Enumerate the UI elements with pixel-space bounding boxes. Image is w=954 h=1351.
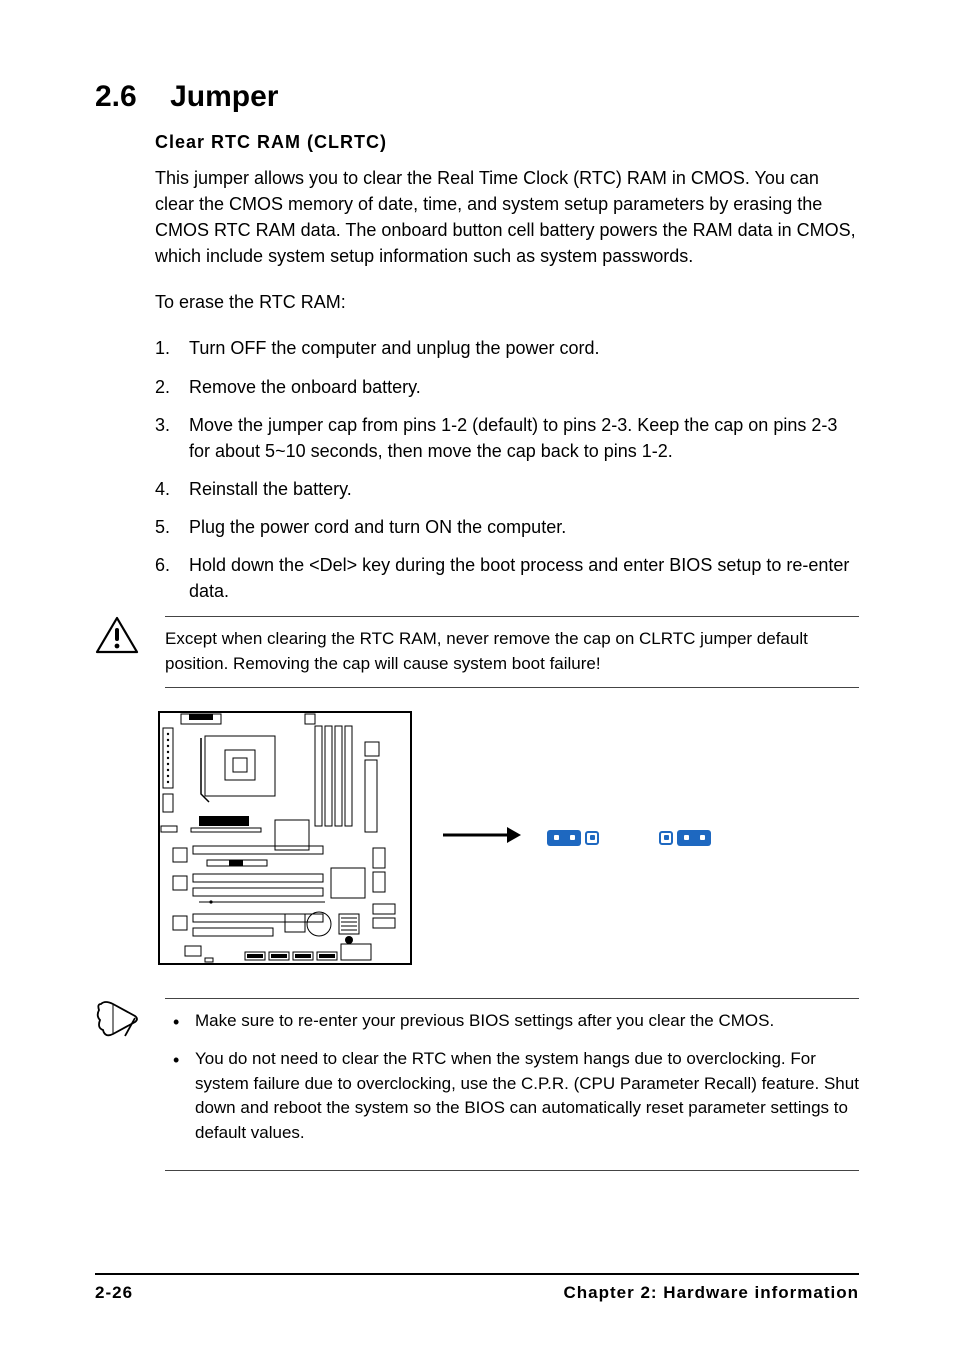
- steps-list: Turn OFF the computer and unplug the pow…: [155, 335, 859, 604]
- warning-callout: Except when clearing the RTC RAM, never …: [95, 616, 859, 687]
- note-item: You do not need to clear the RTC when th…: [165, 1047, 859, 1146]
- erase-lead: To erase the RTC RAM:: [155, 289, 859, 315]
- step-item: Move the jumper cap from pins 1-2 (defau…: [155, 412, 859, 464]
- motherboard-illustration: [155, 708, 415, 968]
- section-title-text: Jumper: [170, 80, 278, 113]
- section-heading: 2.6 Jumper: [95, 80, 859, 114]
- jumper-states: [547, 830, 711, 846]
- jumper-default: [547, 830, 599, 846]
- arrow-icon: [441, 823, 521, 852]
- step-item: Hold down the <Del> key during the boot …: [155, 552, 859, 604]
- page-footer: 2-26 Chapter 2: Hardware information: [95, 1273, 859, 1303]
- jumper-clear: [659, 830, 711, 846]
- warning-text: Except when clearing the RTC RAM, never …: [165, 616, 859, 687]
- jumper-subtitle: Clear RTC RAM (CLRTC): [155, 132, 859, 153]
- warning-icon: [95, 643, 139, 660]
- step-item: Plug the power cord and turn ON the comp…: [155, 514, 859, 540]
- note-icon: [95, 1027, 141, 1044]
- step-item: Remove the onboard battery.: [155, 374, 859, 400]
- page-number: 2-26: [95, 1283, 133, 1303]
- step-item: Turn OFF the computer and unplug the pow…: [155, 335, 859, 361]
- note-list: Make sure to re-enter your previous BIOS…: [165, 1009, 859, 1146]
- intro-paragraph: This jumper allows you to clear the Real…: [155, 165, 859, 269]
- chapter-label: Chapter 2: Hardware information: [564, 1283, 860, 1303]
- note-callout: Make sure to re-enter your previous BIOS…: [95, 998, 859, 1171]
- note-item: Make sure to re-enter your previous BIOS…: [165, 1009, 859, 1034]
- section-number: 2.6: [95, 80, 137, 113]
- step-item: Reinstall the battery.: [155, 476, 859, 502]
- board-diagram: [155, 708, 859, 968]
